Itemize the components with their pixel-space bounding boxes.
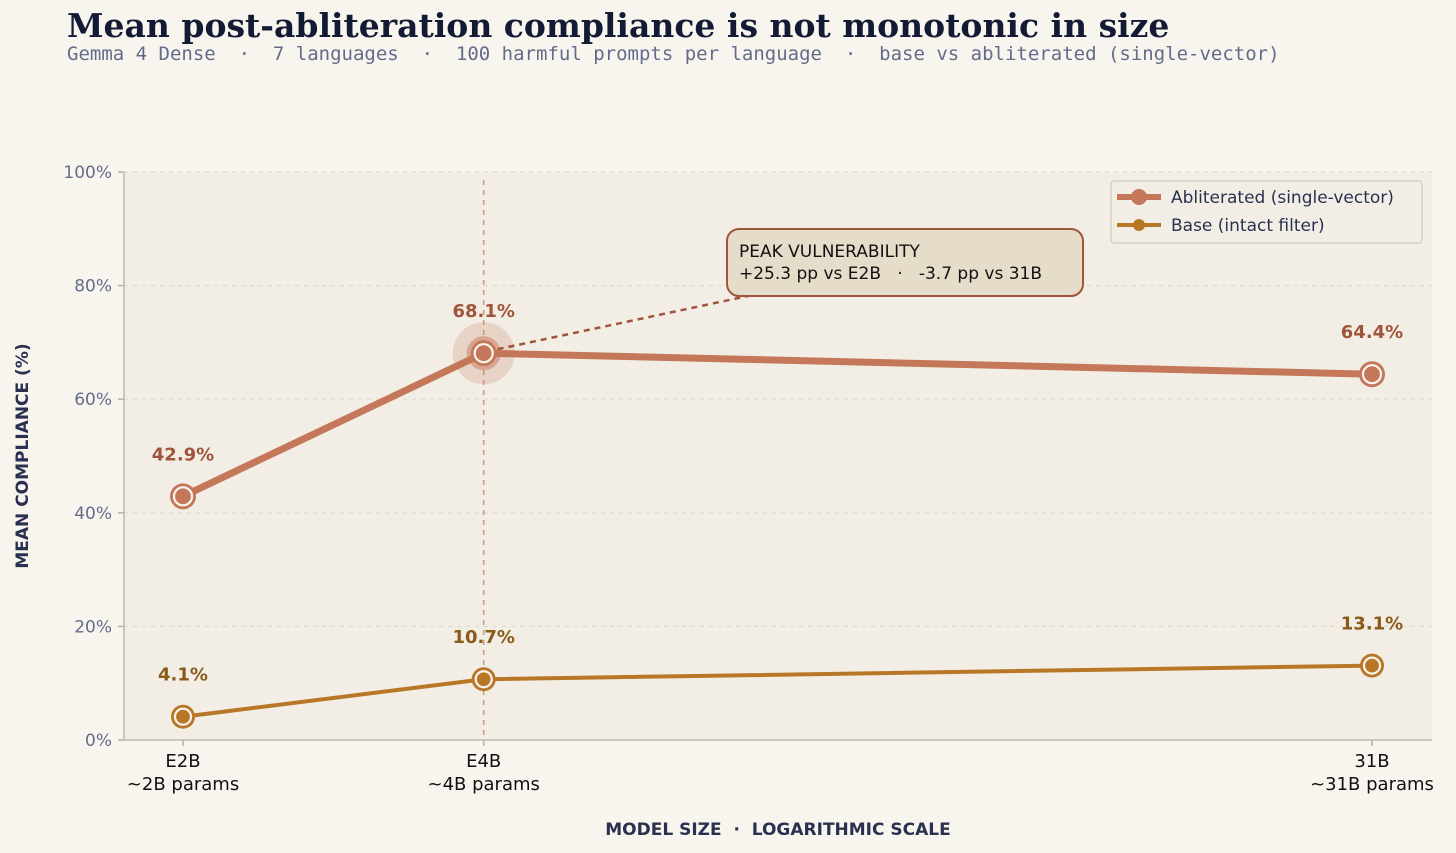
peak-halo-ring	[466, 336, 501, 371]
data-label-base-31b: 13.1%	[1341, 614, 1403, 635]
point-ring-abliterated-e4b	[473, 343, 494, 364]
chart-title: Mean post-abliteration compliance is not…	[67, 6, 1170, 45]
y-ticks: 0% 20% 40% 60% 80% 100%	[63, 163, 124, 751]
data-label-abliterated-e2b: 42.9%	[152, 444, 214, 465]
x-tick-sublabel-e4b: ~4B params	[427, 774, 539, 795]
data-label-base-e4b: 10.7%	[452, 627, 514, 648]
legend-box	[1110, 180, 1423, 244]
point-core-abliterated-e2b	[177, 490, 189, 502]
x-ticks: E2B~2B params E4B~4B params 31B~31B params	[127, 740, 1434, 795]
x-tick-label-e4b: E4B	[466, 751, 501, 772]
point-ring-base-e2b	[173, 707, 193, 726]
x-tick-sublabel-31b: ~31B params	[1310, 774, 1434, 795]
point-ring-base-e4b	[474, 670, 493, 689]
point-core-abliterated-31b	[1366, 368, 1378, 380]
legend-label-base: Base (intact filter)	[1171, 216, 1325, 236]
point-ring-base-31b	[1362, 656, 1382, 675]
series: 42.9% 68.1% 64.4% 4.1% 10.7% 13.1%	[152, 301, 1403, 729]
y-tick-label-40: 40%	[74, 504, 112, 524]
callout-leader-line	[497, 294, 749, 351]
y-tick-label-20: 20%	[74, 617, 112, 637]
chart-subtitle: Gemma 4 Dense · 7 languages · 100 harmfu…	[67, 43, 1280, 65]
y-tick-label-60: 60%	[74, 390, 112, 410]
y-axis-label: MEAN COMPLIANCE (%)	[13, 343, 33, 568]
point-core-base-e4b	[479, 674, 489, 684]
point-core-base-31b	[1367, 661, 1377, 671]
data-label-base-e2b: 4.1%	[158, 665, 208, 686]
axes	[123, 172, 1432, 741]
series-base: 4.1% 10.7% 13.1%	[158, 614, 1403, 729]
legend-label-abliterated: Abliterated (single-vector)	[1171, 188, 1394, 208]
x-axis-label: MODEL SIZE · LOGARITHMIC SCALE	[605, 820, 950, 840]
annotation: PEAK VULNERABILITY +25.3 pp vs E2B · -3.…	[497, 228, 1084, 351]
x-tick-label-e2b: E2B	[165, 751, 200, 772]
point-core-abliterated-e4b	[478, 347, 490, 359]
point-ring-abliterated-e2b	[172, 486, 194, 507]
data-label-abliterated-e4b: 68.1%	[452, 301, 514, 322]
point-ring-abliterated-31b	[1361, 364, 1383, 385]
callout-box	[726, 228, 1084, 297]
legend-marker-abliterated	[1131, 189, 1147, 205]
point-core-base-e2b	[178, 712, 188, 722]
y-gridlines	[124, 171, 1432, 628]
legend-marker-base	[1133, 219, 1145, 231]
callout-line-1: PEAK VULNERABILITY	[739, 242, 920, 262]
y-tick-label-100: 100%	[63, 163, 112, 183]
legend: Abliterated (single-vector) Base (intact…	[1110, 180, 1423, 244]
data-label-abliterated-31b: 64.4%	[1341, 322, 1403, 343]
y-tick-label-0: 0%	[85, 731, 112, 751]
y-tick-label-80: 80%	[74, 277, 112, 297]
x-tick-label-31b: 31B	[1354, 751, 1389, 772]
x-tick-sublabel-e2b: ~2B params	[127, 774, 239, 795]
series-abliterated: 42.9% 68.1% 64.4%	[152, 301, 1403, 510]
callout-line-2: +25.3 pp vs E2B · -3.7 pp vs 31B	[739, 264, 1042, 284]
